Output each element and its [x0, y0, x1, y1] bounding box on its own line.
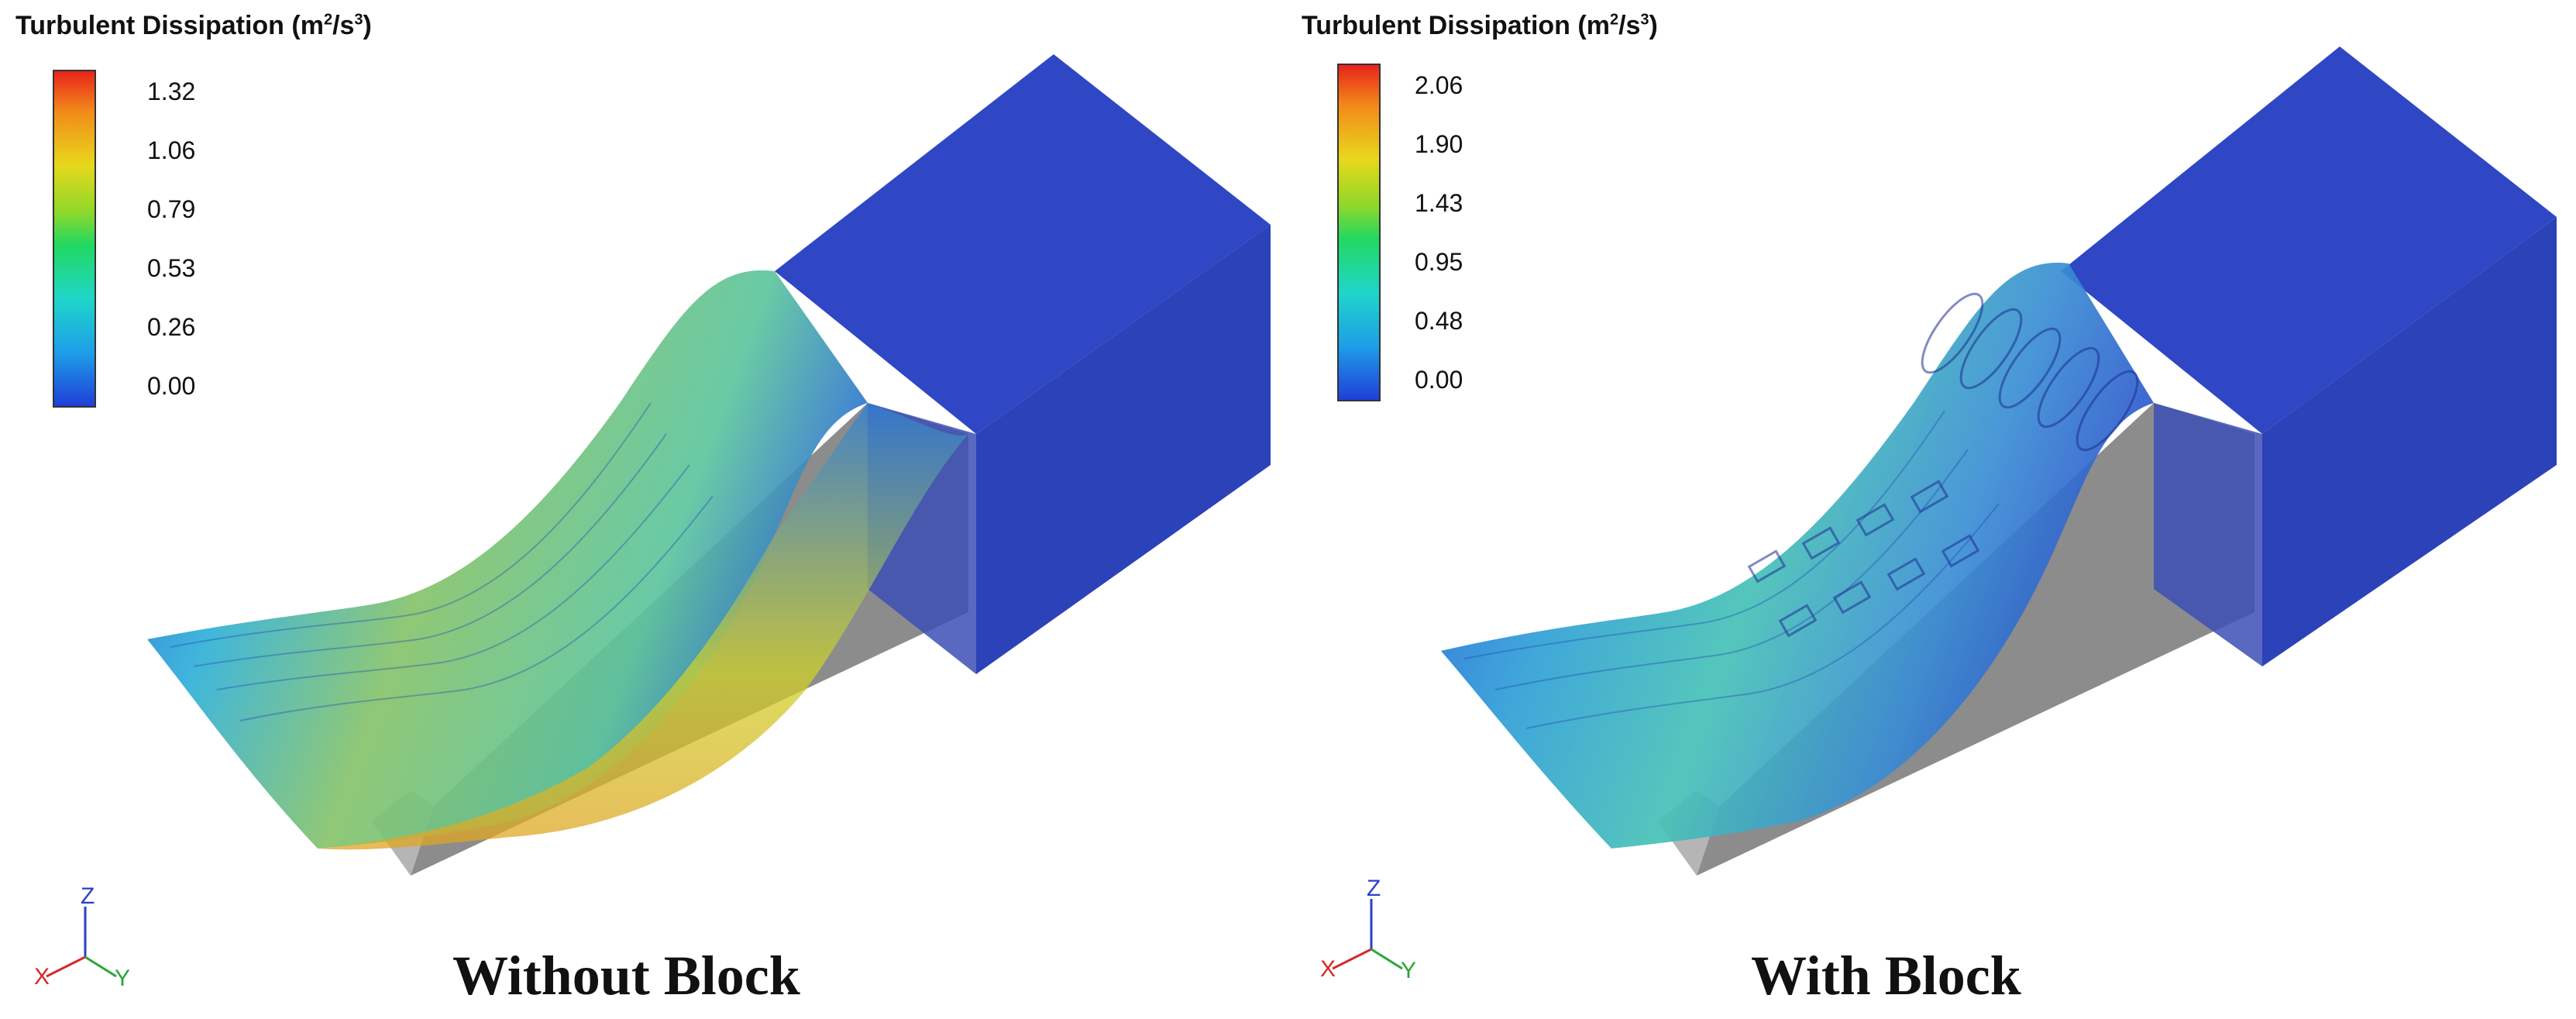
colorbar-tick: 0.00	[147, 372, 196, 400]
colorbar-tick: 0.00	[1415, 366, 1463, 394]
flow-edge	[318, 403, 968, 850]
baffle-blocks	[1747, 292, 2139, 638]
z-label: Z	[81, 883, 95, 909]
colorbar	[53, 70, 96, 408]
y-axis	[84, 955, 117, 978]
colorbar	[1337, 64, 1381, 401]
inlet-top	[2061, 46, 2557, 434]
colorbar-tick: 1.43	[1415, 189, 1463, 217]
legend-title: Turbulent Dissipation (m2/s3)	[1302, 11, 1658, 40]
inlet-side	[2154, 403, 2262, 666]
colorbar-tick: 1.32	[147, 77, 196, 105]
panel-with-block: Turbulent Dissipation (m2/s3) 2.06 1.90 …	[1286, 0, 2572, 1019]
colorbar-tick: 1.90	[1415, 130, 1463, 158]
colorbar-tick: 0.95	[1415, 248, 1463, 276]
colorbar-tick: 0.26	[147, 313, 196, 341]
y-axis	[1371, 948, 1403, 970]
inlet-front	[976, 225, 1271, 674]
colorbar-tick: 0.53	[147, 254, 196, 282]
inlet-top	[775, 54, 1271, 434]
spillway-render	[147, 54, 1271, 876]
axis-triad: Z X Y	[34, 883, 130, 991]
caption: With Block	[1751, 945, 2021, 1007]
x-label: X	[34, 964, 50, 990]
x-label: X	[1320, 956, 1336, 982]
spillway-render	[1441, 46, 2557, 876]
colorbar-tick: 0.79	[147, 195, 196, 223]
legend-title: Turbulent Dissipation (m2/s3)	[15, 11, 372, 40]
inlet-front	[2262, 217, 2557, 666]
colorbar-tick: 2.06	[1415, 71, 1463, 99]
flow-surface	[1441, 263, 2154, 849]
caption: Without Block	[452, 945, 800, 1007]
colorbar-tick: 0.48	[1415, 307, 1463, 335]
axis-triad: Z X Y	[1320, 876, 1416, 983]
colorbar-tick: 1.06	[147, 136, 196, 164]
y-label: Y	[115, 966, 130, 991]
panel-without-block: Turbulent Dissipation (m2/s3) 1.32 1.06 …	[0, 0, 1286, 1019]
y-label: Y	[1401, 958, 1416, 983]
z-label: Z	[1367, 876, 1381, 901]
x-axis	[1332, 948, 1372, 970]
flow-surface	[147, 270, 868, 849]
x-axis	[46, 955, 86, 978]
